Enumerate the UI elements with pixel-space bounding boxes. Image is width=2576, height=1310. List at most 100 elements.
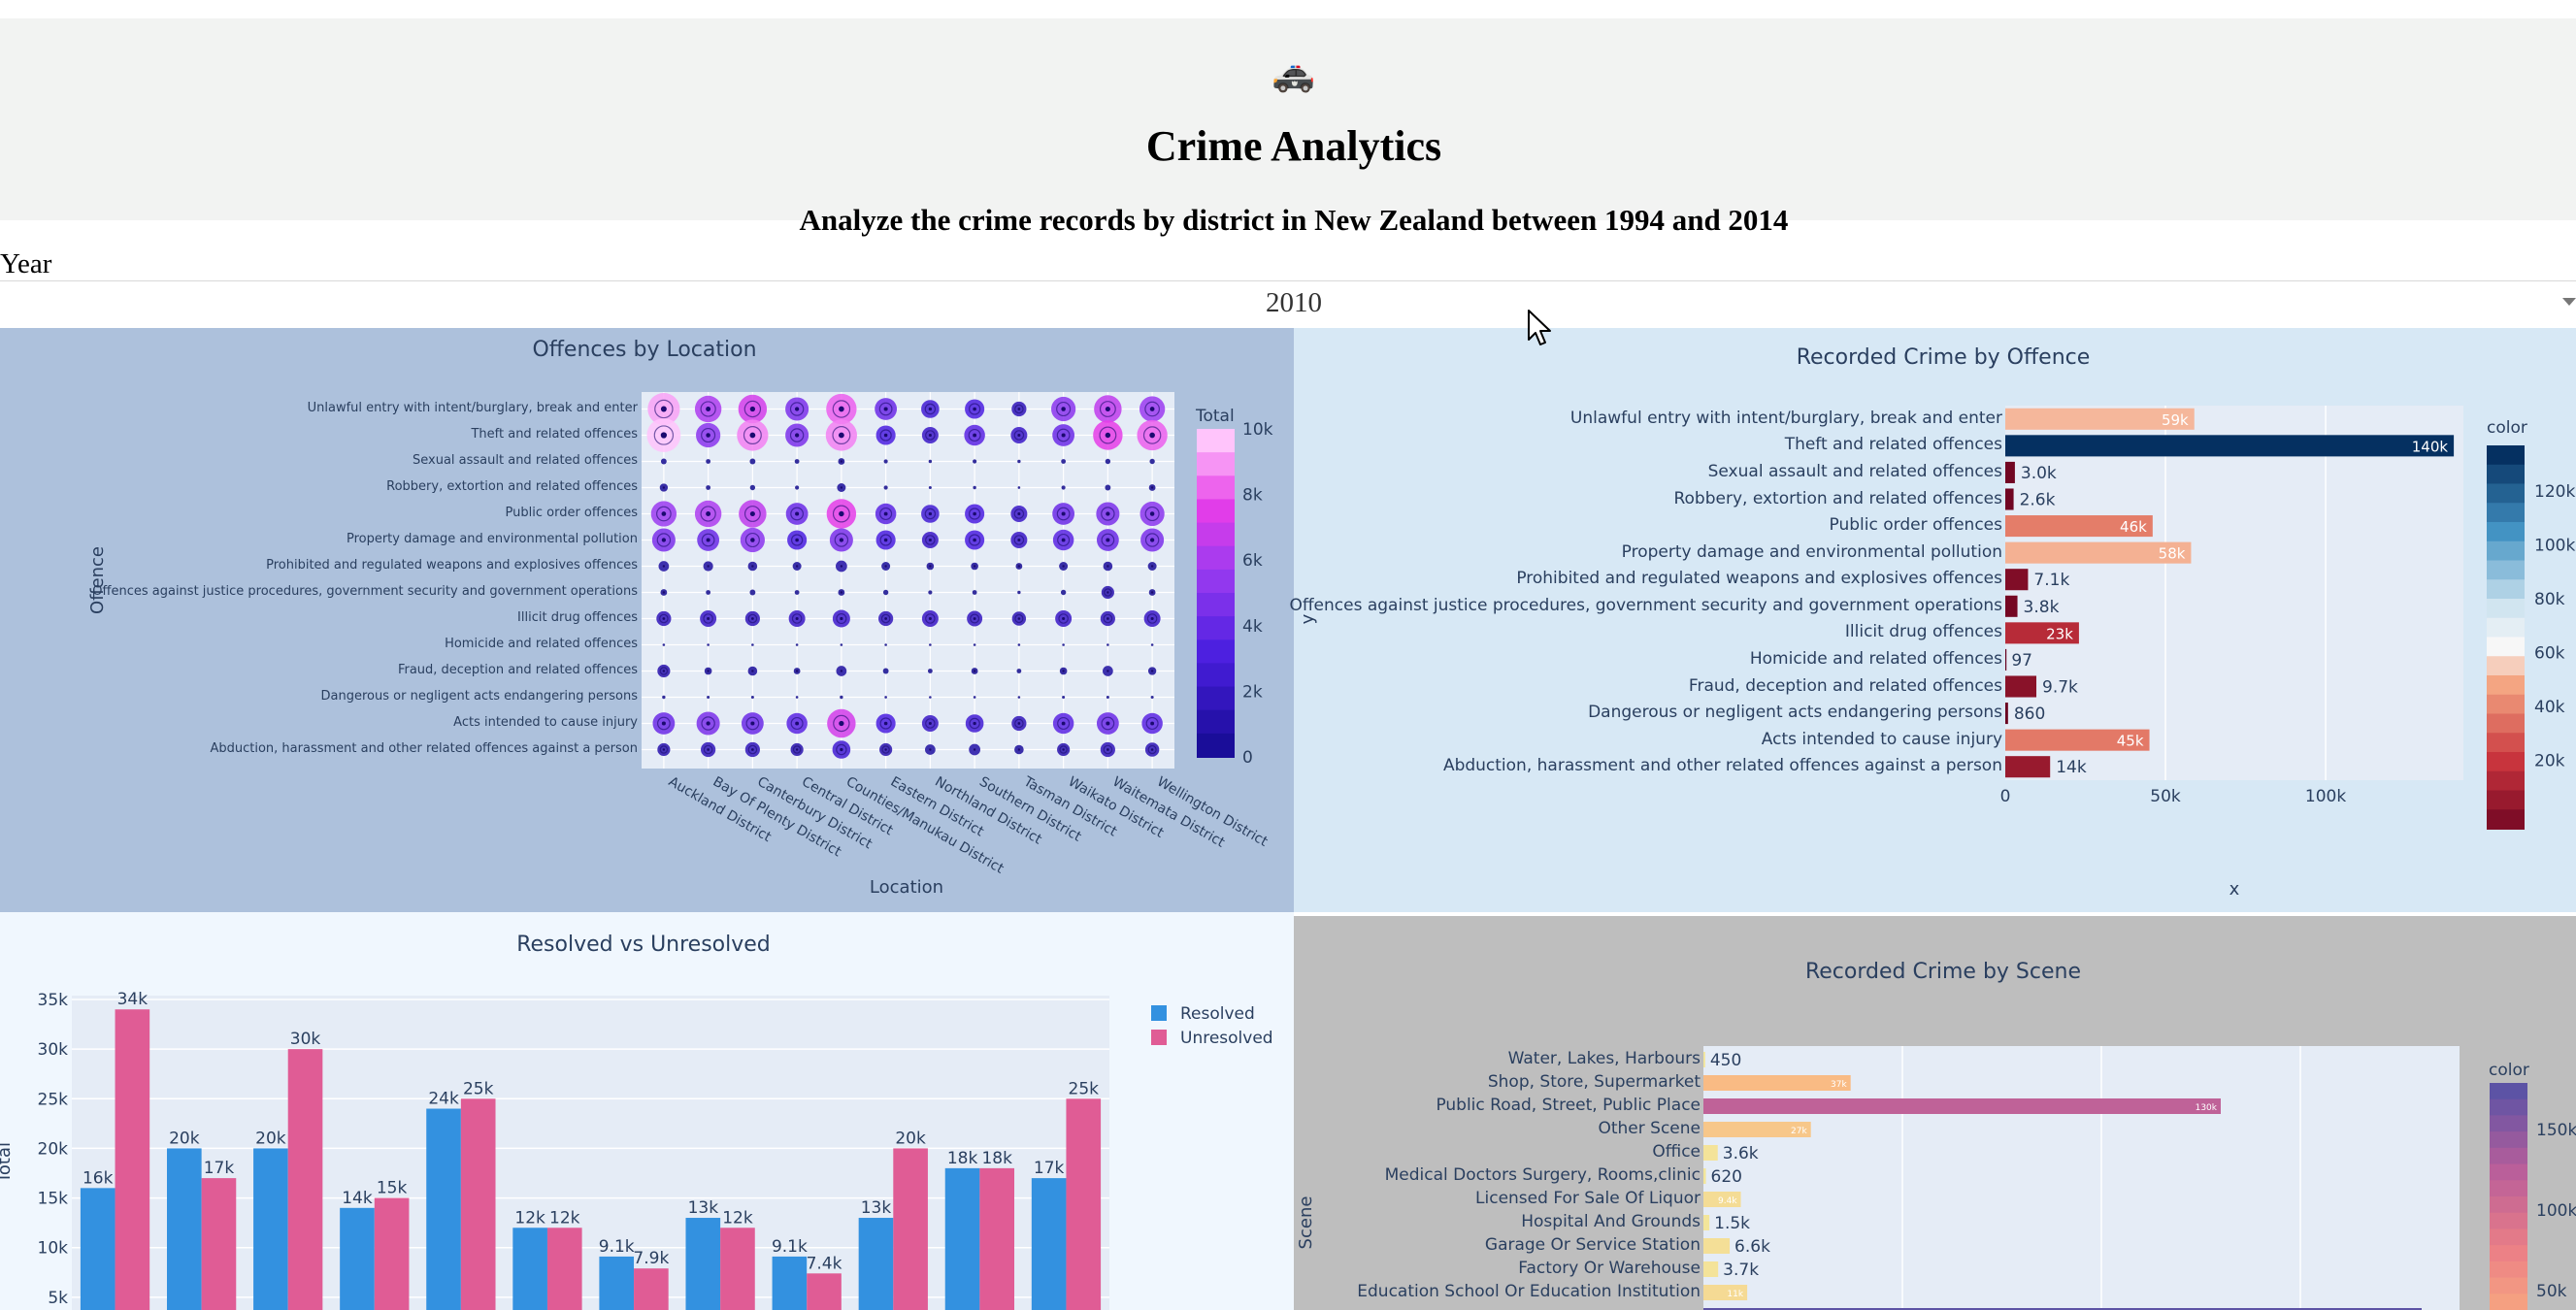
chart-title: Recorded Crime by Scene bbox=[1804, 960, 2082, 984]
plot-area bbox=[72, 996, 1109, 1310]
data-point-center bbox=[661, 538, 667, 542]
y-axis-title: Offence bbox=[87, 546, 108, 614]
bar-label: 13k bbox=[688, 1198, 719, 1218]
legend-swatch bbox=[1151, 1005, 1167, 1021]
data-point-center bbox=[662, 748, 666, 751]
data-point-center bbox=[1017, 617, 1021, 620]
colorbar-segment bbox=[2490, 1294, 2527, 1310]
data-point bbox=[794, 459, 800, 464]
data-point bbox=[1150, 643, 1154, 646]
y-tick-label: Theft and related offences bbox=[1784, 435, 2002, 455]
data-point bbox=[749, 589, 756, 596]
data-point-center bbox=[1017, 565, 1021, 568]
y-tick-label: Sexual assault and related offences bbox=[413, 452, 638, 468]
data-point bbox=[973, 696, 976, 699]
data-point-center bbox=[706, 407, 711, 411]
data-point bbox=[929, 643, 932, 646]
colorbar-segment bbox=[2487, 464, 2525, 485]
bar-label: 14k bbox=[342, 1189, 373, 1208]
colorbar-tick-label: 50k bbox=[2536, 1282, 2567, 1301]
colorbar-tick-label: 60k bbox=[2534, 644, 2565, 664]
data-point bbox=[884, 696, 887, 699]
data-point-inner bbox=[790, 716, 804, 731]
year-dropdown[interactable]: 2010 bbox=[0, 280, 2576, 329]
data-point-center bbox=[1105, 406, 1110, 412]
data-point-center bbox=[928, 407, 933, 411]
colorbar-segment bbox=[2490, 1147, 2527, 1165]
data-point-inner bbox=[789, 402, 805, 416]
data-point bbox=[1105, 484, 1111, 491]
colorbar-segment bbox=[2487, 752, 2525, 772]
colorbar-tick-label: 80k bbox=[2534, 590, 2565, 609]
y-tick-label: 20k bbox=[38, 1139, 69, 1159]
data-point-center bbox=[840, 670, 843, 672]
bar bbox=[2005, 648, 2007, 671]
data-point-center bbox=[662, 591, 666, 594]
data-point-inner bbox=[1101, 533, 1115, 547]
data-point bbox=[751, 643, 754, 646]
colorbar-segment bbox=[2487, 579, 2525, 600]
bar bbox=[2005, 515, 2153, 538]
bar-label: 7.4k bbox=[807, 1254, 842, 1273]
data-point-center bbox=[839, 406, 844, 412]
data-point-inner bbox=[879, 534, 892, 546]
data-point-inner bbox=[1099, 426, 1117, 444]
bar-label: 30k bbox=[290, 1030, 321, 1049]
bar-label: 3.0k bbox=[2021, 464, 2057, 483]
data-point-center bbox=[1061, 721, 1066, 726]
data-point bbox=[928, 590, 933, 595]
bar-unresolved bbox=[1066, 1098, 1102, 1310]
colorbar-segment bbox=[2487, 483, 2525, 505]
data-point bbox=[1062, 695, 1066, 700]
data-point-center bbox=[660, 406, 667, 412]
data-point bbox=[840, 643, 843, 646]
colorbar-segment bbox=[2490, 1115, 2527, 1133]
bar-label: 2.6k bbox=[2020, 491, 2056, 510]
y-tick-label: Prohibited and regulated weapons and exp… bbox=[1516, 569, 2002, 589]
data-point bbox=[794, 590, 800, 595]
bar-label: 20k bbox=[255, 1129, 286, 1148]
colorbar-segment bbox=[2490, 1131, 2527, 1149]
y-tick-label: 25k bbox=[38, 1090, 69, 1109]
data-point bbox=[1105, 458, 1111, 465]
data-point-center bbox=[1017, 722, 1021, 725]
data-point-center bbox=[1106, 538, 1110, 542]
data-point-center bbox=[662, 617, 666, 620]
data-point-inner bbox=[790, 534, 804, 546]
data-point-inner bbox=[836, 743, 847, 756]
data-point-center bbox=[1017, 408, 1021, 410]
colorbar-segment bbox=[2490, 1098, 2527, 1117]
bar bbox=[1703, 1122, 1811, 1137]
data-point bbox=[882, 668, 889, 674]
colorbar-segment bbox=[1197, 709, 1235, 735]
y-tick-label: Medical Doctors Surgery, Rooms,clinic bbox=[1384, 1165, 1701, 1185]
crime-by-scene-chart[interactable]: 450 37k 130k 27k 3.6k 620 9.4k 1.5k 6.6k 3.7k 11k S… bbox=[1294, 916, 2576, 1310]
data-point-center bbox=[883, 407, 888, 411]
crime-by-offence-chart[interactable]: 59k 140k 3.0k 2.6k 46k 58k 7.1k 3.8k 23k 97 9.7k 86… bbox=[1294, 328, 2576, 912]
data-point-inner bbox=[1014, 613, 1024, 624]
app-header: 🚓 Crime Analytics Analyze the crime reco… bbox=[0, 18, 2576, 237]
data-point-inner bbox=[747, 613, 758, 624]
data-point-inner bbox=[792, 745, 802, 754]
colorbar-segment bbox=[2487, 694, 2525, 715]
data-point-inner bbox=[1101, 507, 1115, 521]
resolved-vs-unresolved-chart[interactable]: 35k 30k 25k 20k 15k 10k 5k 16k 20k 20k 14k 24k 12k 9.… bbox=[0, 912, 1294, 1310]
bar-unresolved bbox=[979, 1167, 1015, 1310]
colorbar-tick-label: 10k bbox=[1242, 420, 1273, 440]
y-tick-label: 5k bbox=[48, 1289, 68, 1308]
data-point-center bbox=[840, 747, 843, 752]
data-point-center bbox=[973, 748, 976, 751]
data-point bbox=[840, 695, 843, 700]
data-point-inner bbox=[970, 613, 980, 624]
chevron-down-icon[interactable] bbox=[2562, 298, 2576, 306]
data-point-inner bbox=[701, 427, 716, 443]
colorbar-segment bbox=[1197, 639, 1235, 665]
data-point bbox=[706, 590, 711, 595]
data-point bbox=[973, 643, 976, 646]
colorbar-tick-label: 20k bbox=[2534, 752, 2565, 771]
data-point-inner bbox=[881, 745, 890, 754]
data-point-center bbox=[839, 538, 844, 542]
data-point bbox=[1016, 669, 1022, 673]
data-point-center bbox=[840, 486, 843, 489]
